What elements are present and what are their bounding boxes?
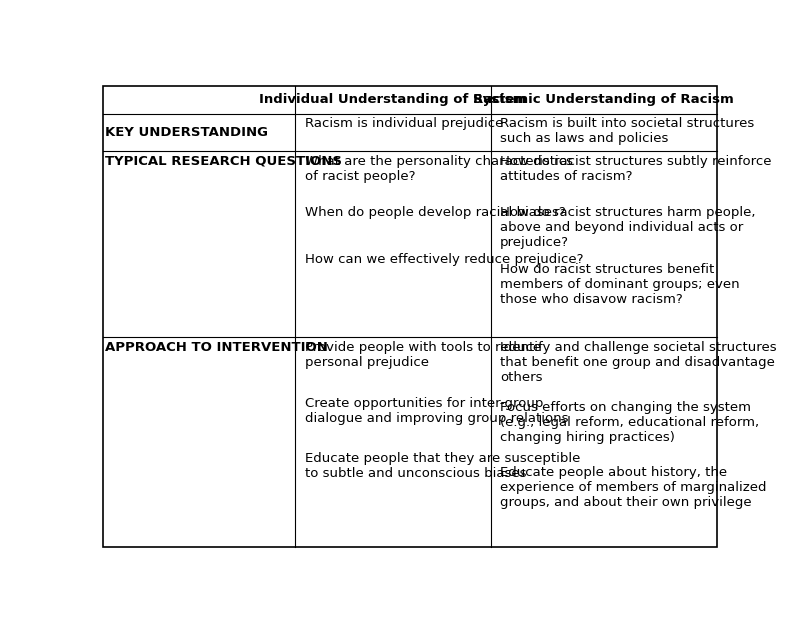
Text: Educate people that they are susceptible
to subtle and unconscious biases: Educate people that they are susceptible… bbox=[305, 451, 580, 479]
Text: How can we effectively reduce prejudice?: How can we effectively reduce prejudice? bbox=[305, 254, 583, 267]
Text: Educate people about history, the
experience of members of marginalized
groups, : Educate people about history, the experi… bbox=[500, 466, 766, 509]
Text: What are the personality characteristics
of racist people?: What are the personality characteristics… bbox=[305, 154, 573, 183]
Text: How do racist structures subtly reinforce
attitudes of racism?: How do racist structures subtly reinforc… bbox=[500, 154, 771, 183]
Text: Focus efforts on changing the system
(e.g., legal reform, educational reform,
ch: Focus efforts on changing the system (e.… bbox=[500, 401, 759, 445]
Text: Systemic Understanding of Racism: Systemic Understanding of Racism bbox=[474, 94, 734, 107]
Text: Provide people with tools to reduce
personal prejudice: Provide people with tools to reduce pers… bbox=[305, 341, 541, 369]
Text: When do people develop racial biases?: When do people develop racial biases? bbox=[305, 206, 566, 219]
Text: KEY UNDERSTANDING: KEY UNDERSTANDING bbox=[105, 126, 268, 139]
Text: TYPICAL RESEARCH QUESTIONS: TYPICAL RESEARCH QUESTIONS bbox=[105, 154, 342, 167]
Text: Create opportunities for inter-group
dialogue and improving group relations: Create opportunities for inter-group dia… bbox=[305, 397, 568, 425]
Text: APPROACH TO INTERVENTION: APPROACH TO INTERVENTION bbox=[105, 341, 328, 354]
Text: How do racist structures harm people,
above and beyond individual acts or
prejud: How do racist structures harm people, ab… bbox=[500, 206, 755, 249]
Text: Racism is individual prejudice: Racism is individual prejudice bbox=[305, 117, 503, 130]
Text: Individual Understanding of Racism: Individual Understanding of Racism bbox=[259, 94, 526, 107]
Text: How do racist structures benefit
members of dominant groups; even
those who disa: How do racist structures benefit members… bbox=[500, 263, 739, 306]
Text: Racism is built into societal structures
such as laws and policies: Racism is built into societal structures… bbox=[500, 117, 754, 145]
Text: Identify and challenge societal structures
that benefit one group and disadvanta: Identify and challenge societal structur… bbox=[500, 341, 777, 384]
